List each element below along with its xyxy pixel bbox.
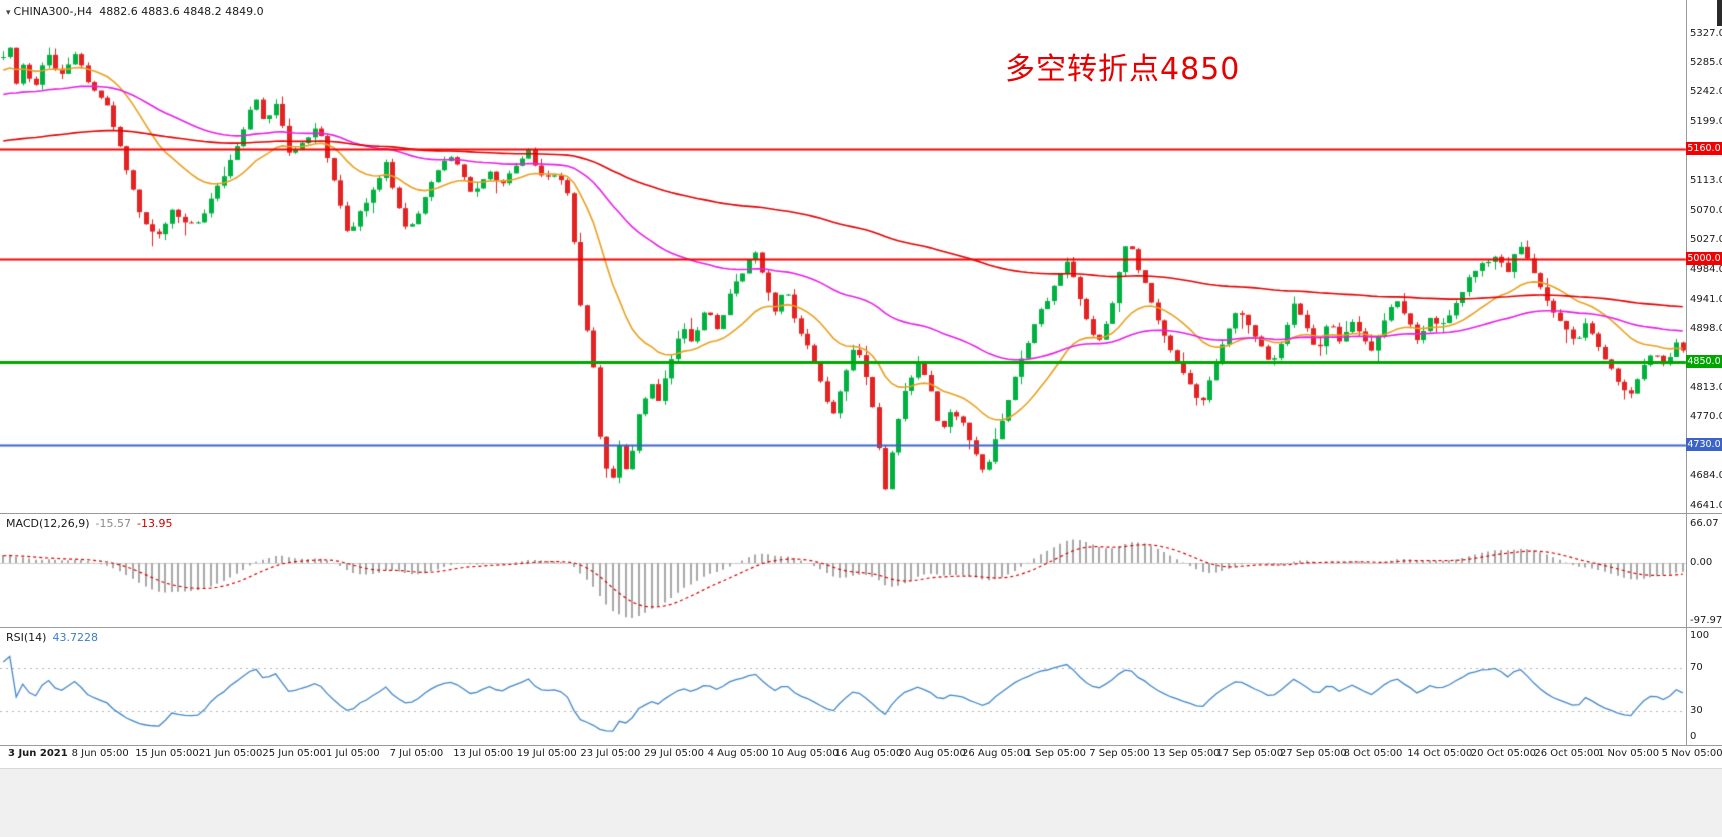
price-tick-label: 5242.0 [1690, 86, 1722, 98]
time-tick-label: 26 Aug 05:00 [962, 748, 1030, 759]
price-tick-label: 4898.0 [1690, 323, 1722, 335]
price-tick-label: 4770.0 [1690, 411, 1722, 423]
time-tick-label: 29 Jul 05:00 [644, 748, 704, 759]
time-tick-label: 25 Jun 05:00 [262, 748, 326, 759]
rsi-value: 43.7228 [52, 631, 98, 644]
level-price-tag: 5000.0 [1686, 251, 1722, 265]
macd-scale-label: 0.00 [1690, 557, 1713, 569]
main-macd-separator [0, 513, 1722, 514]
rsi-scale-label: 100 [1690, 630, 1710, 641]
time-tick-label: 13 Sep 05:00 [1152, 748, 1220, 759]
level-price-tag: 5160.0 [1686, 141, 1722, 155]
time-tick-label: 5 Nov 05:00 [1661, 748, 1722, 759]
macd-value-signal: -13.95 [137, 517, 173, 530]
price-tick-label: 5113.0 [1690, 175, 1722, 187]
macd-indicator-label: MACD(12,26,9) -15.57 -13.95 [6, 517, 172, 530]
time-tick-label: 7 Sep 05:00 [1089, 748, 1150, 759]
ohlc-quote: 4882.6 4883.6 4848.2 4849.0 [99, 5, 264, 18]
level-price-tag: 4730.0 [1686, 437, 1722, 451]
rsi-scale-label: 0 [1690, 731, 1697, 742]
time-tick-label: 7 Jul 05:00 [389, 748, 444, 759]
price-tick-label: 4684.0 [1690, 470, 1722, 482]
price-tick-label: 5199.0 [1690, 116, 1722, 128]
chart-annotation-text[interactable]: 多空转折点4850 [1005, 52, 1241, 87]
price-tick-label: 4941.0 [1690, 293, 1722, 305]
price-tick-label: 5327.0 [1690, 28, 1722, 39]
time-tick-label: 1 Jul 05:00 [326, 748, 380, 759]
macd-scale-label: 66.07 [1690, 518, 1719, 529]
symbol-icon: ▾ [6, 8, 11, 18]
bottom-strip [0, 768, 1722, 837]
time-tick-label: 14 Oct 05:00 [1407, 748, 1473, 759]
time-tick-label: 19 Jul 05:00 [516, 748, 577, 759]
macd-value-main: -15.57 [95, 517, 132, 530]
price-axis[interactable]: 5327.0 5285.0 5242.0 5199.0 5113.0 5070.0 5027… [1686, 0, 1722, 745]
rsi-name: RSI(14) [6, 631, 47, 644]
price-tick-label: 4984.0 [1690, 264, 1722, 275]
time-tick-label: 13 Jul 05:00 [453, 748, 514, 759]
macd-scale-label: -97.97 [1690, 615, 1722, 626]
time-tick-label: 3 Jun 2021 [8, 748, 68, 759]
time-tick-label: 10 Aug 05:00 [771, 748, 839, 759]
price-tick-label: 4813.0 [1690, 381, 1722, 393]
price-axis-border [1686, 0, 1687, 745]
rsi-timeaxis-separator [0, 745, 1722, 746]
time-tick-label: 16 Aug 05:00 [834, 748, 903, 759]
time-tick-label: 4 Aug 05:00 [707, 748, 769, 759]
time-tick-label: 26 Oct 05:00 [1534, 748, 1600, 759]
time-tick-label: 8 Oct 05:00 [1343, 748, 1403, 759]
time-tick-label: 8 Jun 05:00 [71, 748, 129, 759]
rsi-scale-label: 70 [1690, 662, 1703, 674]
symbol-title: ▾ CHINA300-,H4 4882.6 4883.6 4848.2 4849.… [6, 5, 264, 18]
time-tick-label: 20 Aug 05:00 [898, 748, 966, 759]
scrollbar-thumb[interactable] [1717, 0, 1722, 26]
symbol-period-label: CHINA300-,H4 [13, 5, 93, 18]
macd-name: MACD(12,26,9) [6, 517, 90, 530]
price-tick-label: 4641.0 [1690, 500, 1722, 511]
price-tick-label: 5285.0 [1690, 56, 1722, 68]
time-tick-label: 23 Jul 05:00 [580, 748, 641, 759]
price-tick-label: 5027.0 [1690, 234, 1722, 246]
time-tick-label: 1 Sep 05:00 [1025, 748, 1086, 759]
time-tick-label: 17 Sep 05:00 [1216, 748, 1284, 759]
rsi-scale-label: 30 [1690, 704, 1703, 716]
price-tick-label: 5070.0 [1690, 204, 1722, 216]
time-tick-label: 27 Sep 05:00 [1280, 748, 1347, 759]
rsi-indicator-label: RSI(14) 43.7228 [6, 631, 98, 644]
time-tick-label: 1 Nov 05:00 [1598, 748, 1660, 759]
time-tick-label: 20 Oct 05:00 [1470, 748, 1536, 759]
time-tick-label: 21 Jun 05:00 [198, 748, 263, 759]
time-tick-label: 15 Jun 05:00 [135, 748, 199, 759]
level-price-tag: 4850.0 [1686, 355, 1722, 369]
time-axis[interactable]: 3 Jun 2021 8 Jun 05:00 15 Jun 05:00 21 Jun … [0, 748, 1722, 766]
macd-rsi-separator [0, 627, 1722, 628]
